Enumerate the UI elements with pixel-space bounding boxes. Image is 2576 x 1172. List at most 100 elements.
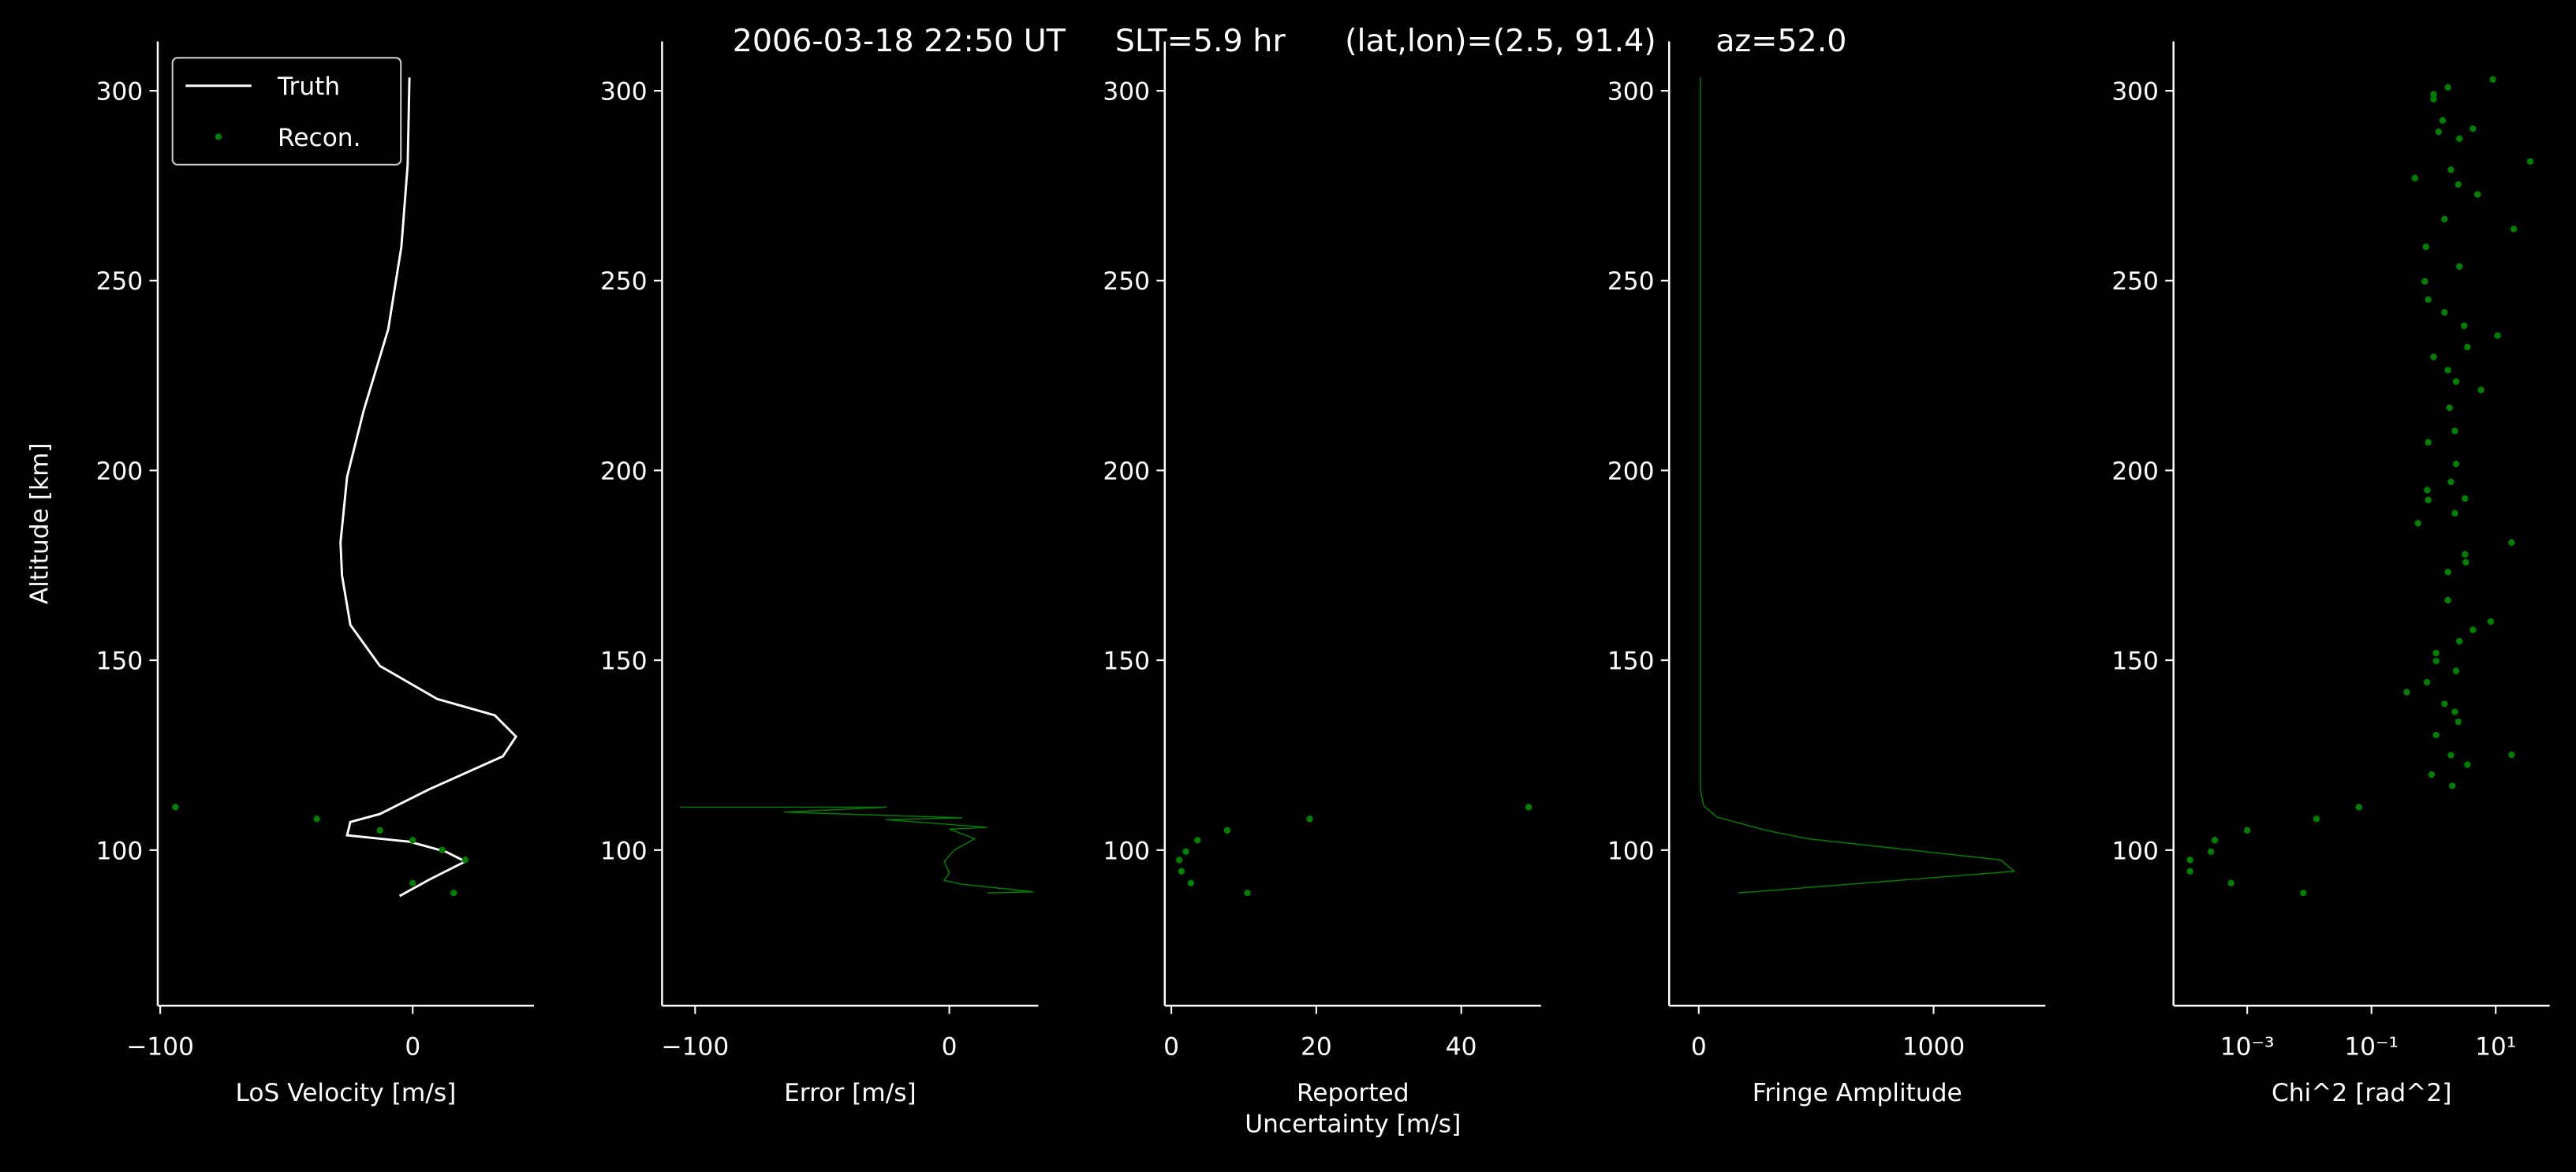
data-point: [2487, 618, 2495, 625]
y-tick-label: 200: [2111, 457, 2159, 486]
data-point: [2432, 649, 2440, 657]
data-point: [2414, 520, 2421, 527]
data-point: [2455, 637, 2463, 645]
y-tick-label: 100: [1607, 837, 1655, 865]
x-tick-label: 40: [1446, 1033, 1477, 1062]
data-point: [2448, 782, 2456, 789]
subplot: 100 150 200 250 300 −100 0 LoS Velocity [m/s] Al…: [25, 41, 534, 1107]
data-point: [2430, 353, 2437, 360]
y-tick-label: 250: [1607, 267, 1655, 296]
x-axis-label: Reported Uncertainty [m/s]: [1245, 1079, 1461, 1139]
data-point: [2474, 191, 2481, 198]
x-tick-label: −100: [661, 1033, 729, 1062]
data-point: [2441, 309, 2448, 316]
data-point: [1306, 816, 1313, 823]
y-tick-label: 100: [1103, 837, 1150, 865]
data-point: [2455, 135, 2463, 142]
x-axis-label: Error [m/s]: [784, 1079, 917, 1107]
y-tick-label: 200: [1103, 457, 1150, 486]
y-tick-label: 100: [600, 837, 648, 865]
data-point: [2444, 596, 2451, 604]
data-point: [2227, 879, 2234, 886]
data-point: [2441, 215, 2448, 222]
y-tick-label: 250: [1103, 267, 1150, 296]
data-point: [409, 837, 416, 844]
y-tick-label: 150: [2111, 648, 2159, 676]
data-point: [2510, 226, 2518, 233]
data-point: [2451, 509, 2458, 517]
data-point: [2186, 868, 2193, 875]
data-point: [2207, 848, 2215, 855]
y-tick-label: 150: [1103, 648, 1150, 676]
legend: Truth Recon.: [171, 57, 402, 166]
legend-label: Recon.: [278, 124, 361, 152]
y-tick-label: 300: [1103, 78, 1150, 106]
data-point: [461, 857, 469, 864]
data-point: [450, 890, 457, 897]
data-point: [439, 846, 446, 853]
data-point: [2439, 117, 2447, 124]
subplot: 100 150 200 250 300 10⁻³ 10⁻¹ 10¹ Chi^2 [rad^2]: [2111, 41, 2550, 1107]
y-tick-label: 150: [1607, 648, 1655, 676]
figure-title: 2006-03-18 22:50 UT SLT=5.9 hr (lat,lon)…: [733, 23, 1847, 59]
data-point: [1187, 879, 1195, 886]
data-point: [1223, 827, 1230, 834]
data-point: [2425, 439, 2432, 446]
subplot: 100 150 200 250 300 0 1000 Fringe Amplitude: [1607, 41, 2046, 1107]
x-axis-label: Fringe Amplitude: [1753, 1079, 1962, 1107]
data-point: [2430, 95, 2437, 103]
data-point: [2477, 386, 2485, 394]
data-point: [2300, 890, 2307, 897]
data-point: [2411, 174, 2418, 181]
data-point: [2421, 278, 2429, 285]
x-tick-label: 10¹: [2475, 1033, 2516, 1062]
y-tick-label: 200: [96, 457, 144, 486]
data-point: [2425, 496, 2432, 504]
data-point: [2451, 427, 2458, 435]
y-tick-label: 300: [600, 78, 648, 106]
data-point: [2432, 731, 2440, 739]
data-point: [2462, 551, 2469, 558]
x-tick-label: 0: [1691, 1033, 1707, 1062]
data-point: [2460, 322, 2468, 330]
data-point: [2425, 296, 2432, 304]
data-point: [2470, 626, 2477, 633]
data-point: [2526, 158, 2534, 165]
subplot: 100 150 200 250 300 0 20 40 Reported Uncertainty …: [1103, 41, 1541, 1139]
x-tick-label: −100: [126, 1033, 194, 1062]
data-point: [2313, 816, 2320, 823]
data-point: [2464, 761, 2471, 768]
data-point: [2186, 857, 2193, 864]
y-axis-label: Altitude [km]: [25, 442, 54, 604]
data-point: [2355, 804, 2363, 811]
data-point: [2441, 700, 2448, 707]
data-point: [2470, 125, 2477, 133]
y-tick-label: 300: [2111, 78, 2159, 106]
y-tick-label: 300: [96, 78, 144, 106]
legend-box: [171, 57, 402, 166]
y-tick-label: 200: [1607, 457, 1655, 486]
x-tick-label: 0: [942, 1033, 958, 1062]
y-tick-label: 200: [600, 457, 648, 486]
x-tick-label: 20: [1301, 1033, 1332, 1062]
data-point: [1244, 890, 1251, 897]
data-point: [2455, 263, 2463, 271]
data-line: [339, 77, 518, 898]
data-point: [2403, 689, 2410, 696]
data-point: [409, 879, 416, 886]
data-point: [2508, 751, 2515, 759]
data-point: [172, 804, 179, 811]
data-point: [2422, 243, 2429, 251]
data-point: [2446, 404, 2453, 412]
data-point: [2452, 378, 2460, 385]
y-tick-label: 150: [600, 648, 648, 676]
data-point: [2464, 343, 2471, 351]
data-point: [2444, 569, 2451, 576]
data-point: [2423, 678, 2431, 686]
data-point: [2244, 827, 2251, 834]
legend-label: Truth: [277, 73, 340, 101]
data-point: [2452, 667, 2460, 674]
